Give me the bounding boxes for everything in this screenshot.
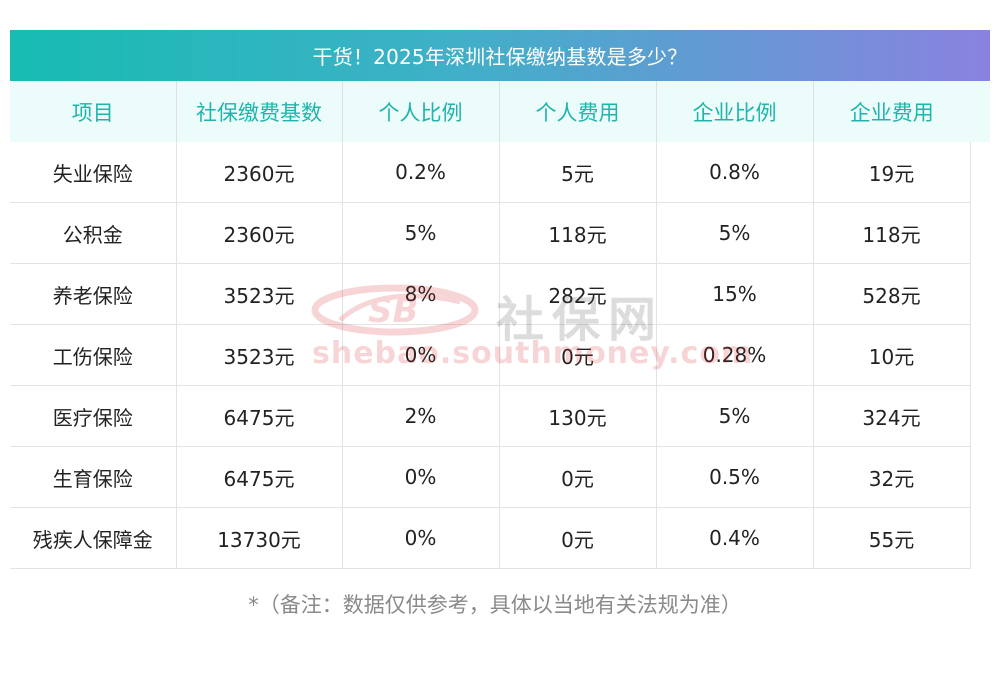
cell-base: 3523元 (175, 324, 343, 386)
cell-company-cost: 19元 (812, 142, 971, 203)
cell-personal-rate: 8% (341, 263, 500, 325)
cell-item: 工伤保险 (10, 324, 177, 386)
cell-personal-cost: 130元 (498, 385, 657, 447)
cell-company-cost: 10元 (812, 324, 971, 386)
cell-item: 养老保险 (10, 263, 177, 325)
column-header-base: 社保缴费基数 (175, 81, 342, 142)
table-header-row: 项目 社保缴费基数 个人比例 个人费用 企业比例 企业费用 (10, 81, 970, 142)
cell-personal-rate: 0% (341, 324, 500, 386)
table-row: 公积金 2360元 5% 118元 5% 118元 (10, 202, 971, 264)
cell-company-rate: 0.8% (655, 142, 814, 203)
table-row: 医疗保险 6475元 2% 130元 5% 324元 (10, 385, 971, 447)
cell-item: 公积金 (10, 202, 177, 264)
cell-company-rate: 15% (655, 263, 814, 325)
cell-base: 3523元 (175, 263, 343, 325)
cell-base: 13730元 (175, 507, 343, 569)
table-row: 残疾人保障金 13730元 0% 0元 0.4% 55元 (10, 507, 971, 569)
cell-company-cost: 32元 (812, 446, 971, 508)
column-header-company-cost: 企业费用 (812, 81, 970, 142)
cell-personal-cost: 5元 (498, 142, 657, 203)
cell-base: 6475元 (175, 446, 343, 508)
cell-item: 医疗保险 (10, 385, 177, 447)
cell-personal-cost: 0元 (498, 507, 657, 569)
cell-personal-rate: 0% (341, 446, 500, 508)
cell-company-rate: 5% (655, 202, 814, 264)
column-header-personal-cost: 个人费用 (498, 81, 656, 142)
cell-company-rate: 0.4% (655, 507, 814, 569)
cell-company-rate: 5% (655, 385, 814, 447)
cell-personal-cost: 0元 (498, 446, 657, 508)
cell-base: 2360元 (175, 202, 343, 264)
cell-company-rate: 0.5% (655, 446, 814, 508)
cell-item: 残疾人保障金 (10, 507, 177, 569)
cell-personal-cost: 0元 (498, 324, 657, 386)
column-header-personal-rate: 个人比例 (341, 81, 499, 142)
cell-base: 2360元 (175, 142, 343, 203)
cell-personal-rate: 2% (341, 385, 500, 447)
cell-company-rate: 0.28% (655, 324, 814, 386)
cell-company-cost: 324元 (812, 385, 971, 447)
table-row: 养老保险 3523元 8% 282元 15% 528元 (10, 263, 971, 325)
cell-personal-cost: 282元 (498, 263, 657, 325)
page-title: 干货！2025年深圳社保缴纳基数是多少？ (312, 45, 688, 69)
cell-item: 生育保险 (10, 446, 177, 508)
table-row: 失业保险 2360元 0.2% 5元 0.8% 19元 (10, 142, 971, 203)
cell-company-cost: 528元 (812, 263, 971, 325)
cell-personal-cost: 118元 (498, 202, 657, 264)
cell-personal-rate: 5% (341, 202, 500, 264)
cell-company-cost: 55元 (812, 507, 971, 569)
column-header-item: 项目 (10, 81, 176, 142)
cell-item: 失业保险 (10, 142, 177, 203)
title-bar: 干货！2025年深圳社保缴纳基数是多少？ (10, 30, 990, 81)
cell-personal-rate: 0% (341, 507, 500, 569)
cell-base: 6475元 (175, 385, 343, 447)
table-row: 生育保险 6475元 0% 0元 0.5% 32元 (10, 446, 971, 508)
column-header-company-rate: 企业比例 (655, 81, 813, 142)
social-insurance-table: 项目 社保缴费基数 个人比例 个人费用 企业比例 企业费用 失业保险 2360元… (10, 81, 971, 569)
cell-company-cost: 118元 (812, 202, 971, 264)
cell-personal-rate: 0.2% (341, 142, 500, 203)
footnote: *（备注：数据仅供参考，具体以当地有关法规为准） (248, 593, 742, 617)
table-row: 工伤保险 3523元 0% 0元 0.28% 10元 (10, 324, 971, 386)
